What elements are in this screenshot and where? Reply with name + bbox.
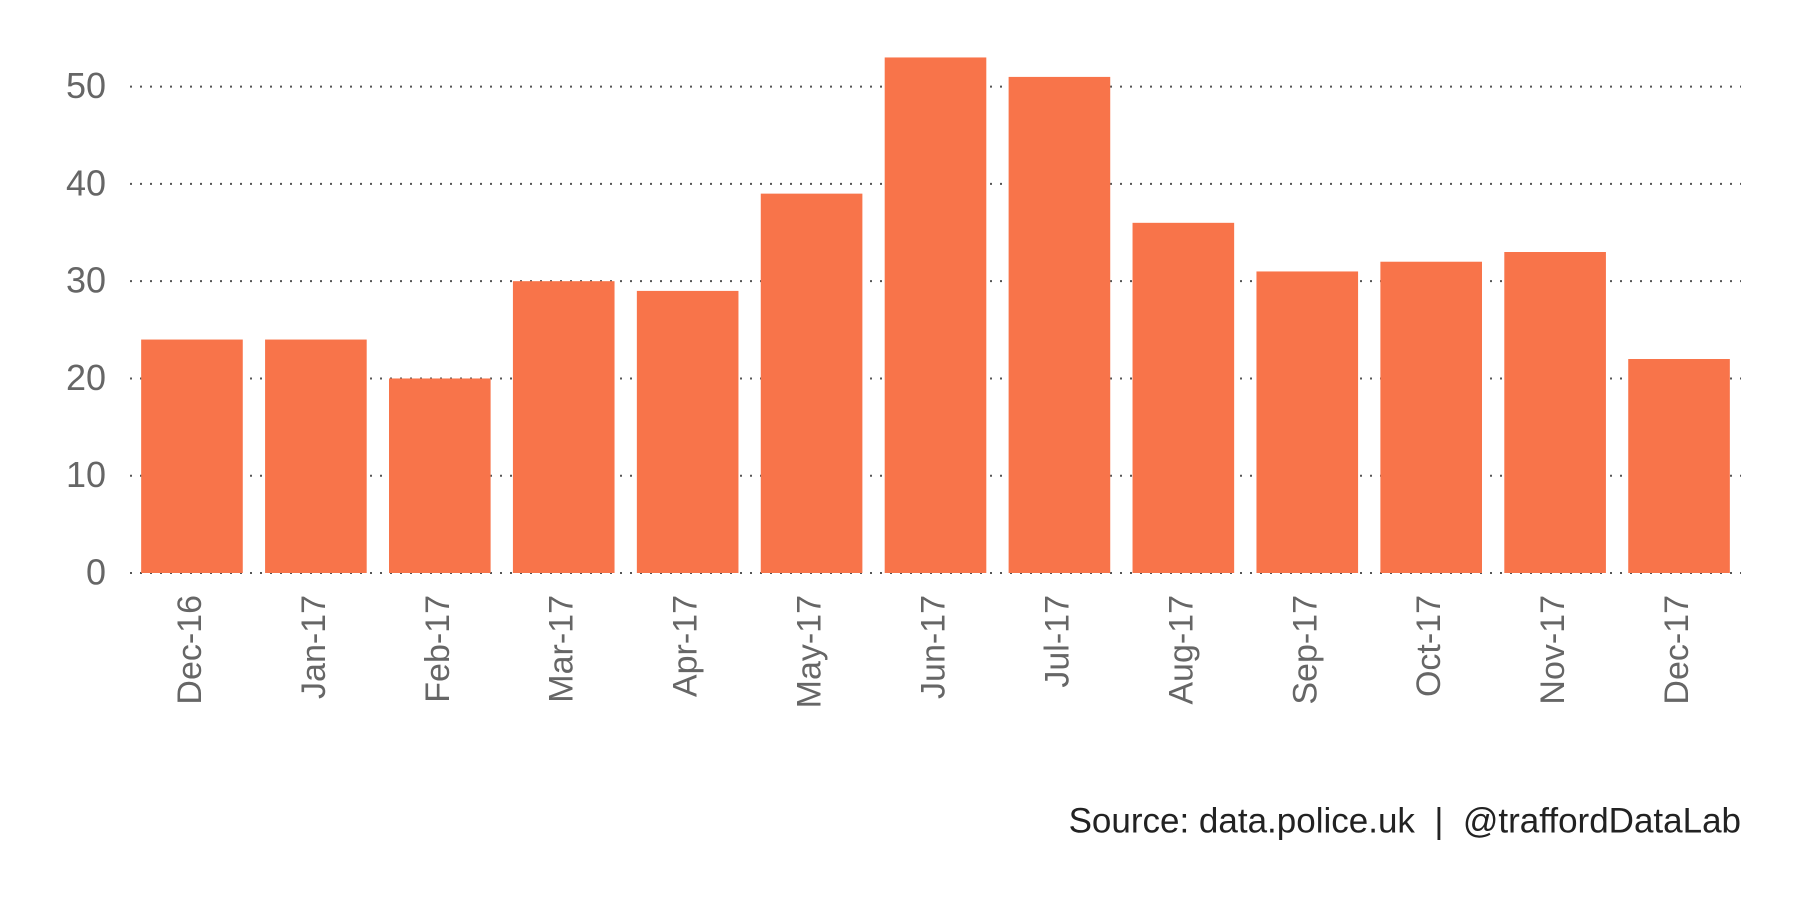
x-tick-label: Jul-17 [1038, 595, 1076, 688]
x-tick-label: Oct-17 [1410, 595, 1448, 697]
y-tick-label: 0 [86, 552, 106, 593]
y-tick-label: 20 [66, 357, 106, 398]
y-tick-label: 40 [66, 162, 106, 203]
y-tick-label: 50 [66, 65, 106, 106]
x-tick-label: May-17 [791, 595, 829, 708]
x-tick-label: Sep-17 [1286, 595, 1324, 705]
caption: Source: data.police.uk | @traffordDataLa… [1069, 801, 1741, 840]
x-tick-label: Aug-17 [1162, 595, 1200, 705]
bar [512, 281, 615, 573]
bar [141, 339, 243, 573]
bar [388, 378, 491, 573]
bar [265, 339, 367, 573]
x-tick-label: Dec-17 [1658, 595, 1696, 705]
bar [884, 57, 987, 574]
y-tick-label: 10 [66, 454, 106, 495]
x-tick-label: Jun-17 [914, 595, 952, 699]
x-tick-label: Jan-17 [295, 595, 333, 699]
bar [1256, 271, 1359, 573]
bar [760, 193, 863, 574]
bar [1628, 359, 1730, 573]
y-tick-label: 30 [66, 260, 106, 301]
bar [1380, 261, 1483, 573]
bar [636, 290, 739, 573]
x-tick-label: Mar-17 [543, 595, 581, 703]
bar [1132, 222, 1235, 573]
bar [1008, 76, 1111, 573]
x-tick-label: Nov-17 [1534, 595, 1572, 705]
bar [1504, 252, 1606, 573]
x-tick-label: Dec-16 [171, 595, 209, 705]
x-tick-label: Feb-17 [419, 595, 457, 703]
x-tick-label: Apr-17 [667, 595, 705, 697]
